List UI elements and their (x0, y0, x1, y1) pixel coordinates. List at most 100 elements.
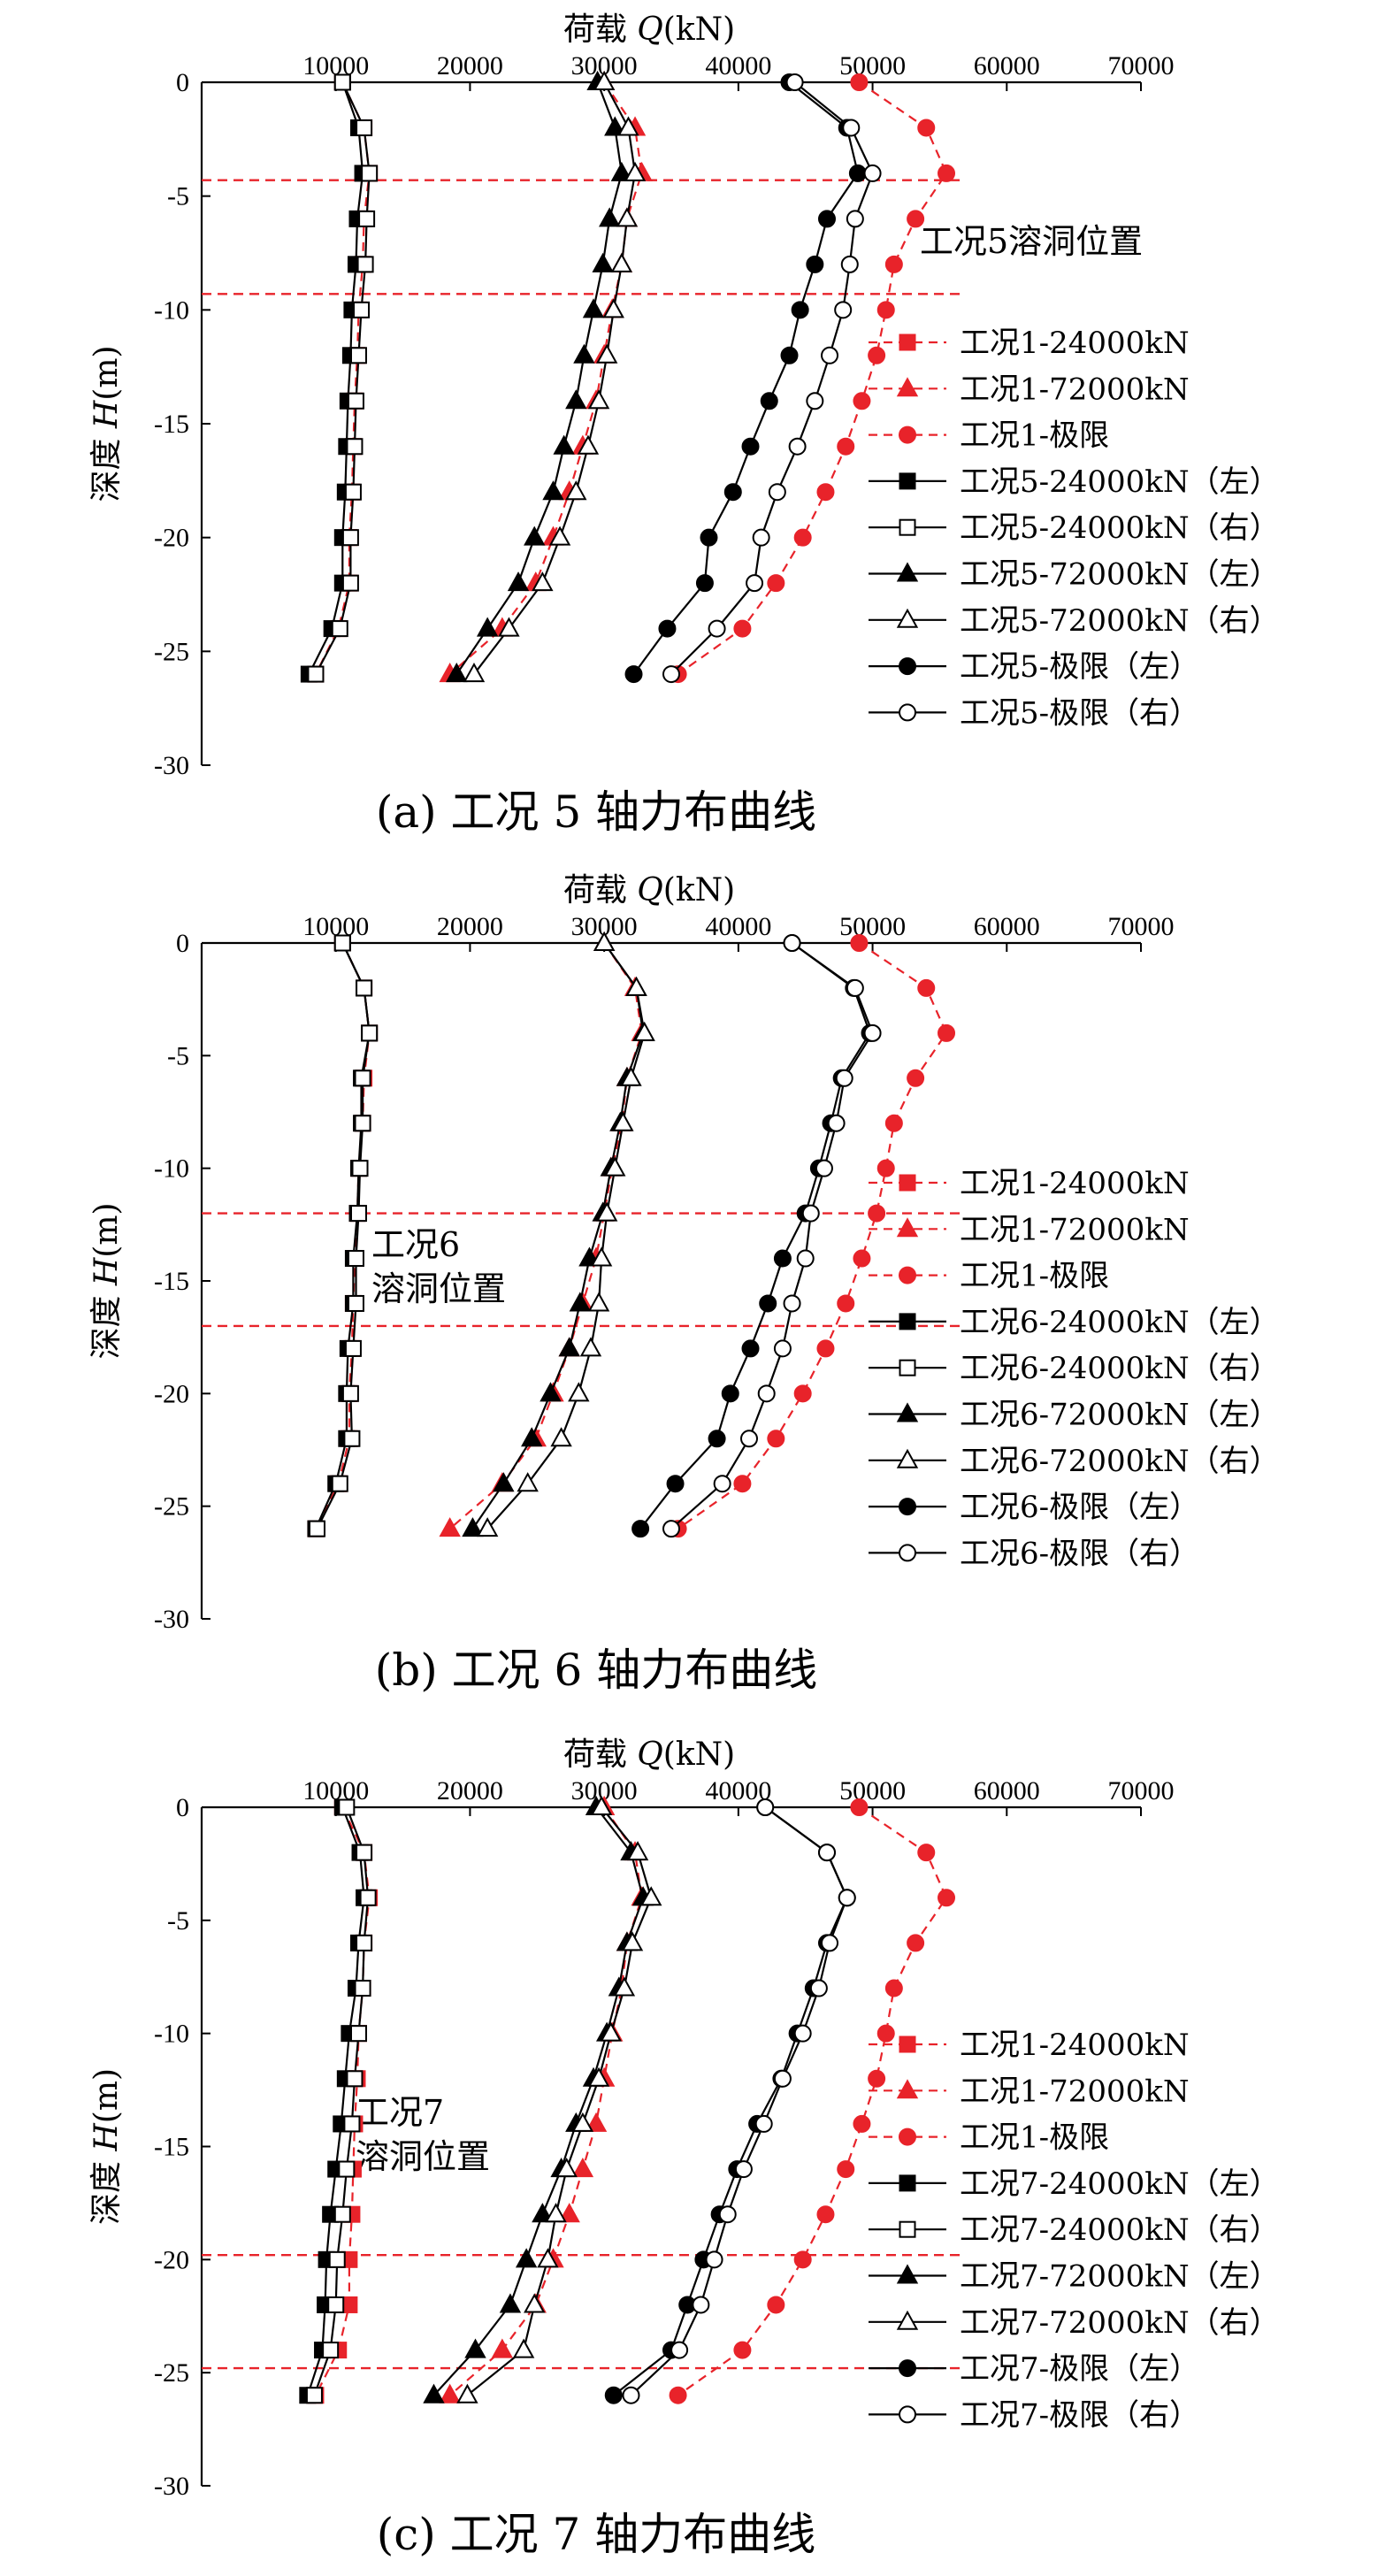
legend-label: 工况1-极限 (960, 2120, 1109, 2156)
data-point (532, 2203, 554, 2223)
legend-item: 工况6-72000kN（右） (869, 1444, 1280, 1479)
y-tick-label: 0 (176, 929, 189, 958)
y-axis-title-unit: (m) (88, 345, 125, 400)
y-axis-title: 深度 H(m) (88, 345, 125, 502)
legend-item: 工况7-极限（左） (869, 2351, 1199, 2387)
data-point (759, 1294, 777, 1313)
y-tick-label: -15 (154, 410, 189, 439)
data-point (876, 301, 895, 319)
data-point (785, 73, 804, 91)
data-point (307, 665, 325, 683)
legend-item: 工况5-极限（右） (869, 695, 1199, 731)
data-point (907, 1934, 925, 1952)
data-point (783, 934, 801, 952)
data-point (809, 1979, 828, 1997)
data-point (333, 73, 351, 91)
data-point (768, 483, 786, 502)
x-axis-title: 荷载 Q(kN) (563, 872, 735, 908)
data-point (917, 119, 936, 137)
legend-item: 工况5-24000kN（右） (869, 510, 1280, 546)
legend-swatch-marker (899, 2174, 916, 2192)
data-point (542, 480, 564, 501)
legend-item: 工况1-极限 (869, 1259, 1109, 1294)
legend-swatch-marker (899, 1313, 916, 1330)
series-2 (439, 931, 653, 1537)
data-point (524, 525, 546, 546)
data-point (876, 1159, 895, 1177)
data-point (322, 2342, 340, 2359)
data-point (493, 1472, 515, 1492)
legend-swatch-marker (896, 2310, 919, 2330)
data-point (356, 256, 374, 273)
y-tick-label: -5 (167, 1041, 189, 1070)
data-point (773, 2069, 792, 2088)
legend-item: 工况5-24000kN（左） (869, 464, 1280, 500)
x-tick-label: 50000 (839, 912, 906, 941)
data-point (806, 255, 824, 273)
legend-label: 工况7-极限（左） (960, 2351, 1199, 2387)
x-axis-title: 荷载 Q(kN) (563, 1736, 735, 1773)
legend-item: 工况7-24000kN（左） (869, 2166, 1280, 2202)
data-point (835, 1069, 853, 1087)
data-point (827, 1114, 846, 1132)
x-tick-label: 40000 (705, 912, 771, 941)
data-point (938, 1889, 956, 1907)
data-point (850, 934, 869, 952)
x-tick-label: 20000 (437, 912, 503, 941)
data-point (464, 2338, 486, 2358)
legend-label: 工况1-极限 (960, 1259, 1109, 1294)
legend-item: 工况1-24000kN (869, 326, 1190, 361)
data-point (305, 2387, 323, 2404)
series-7 (476, 931, 655, 1537)
series-9 (662, 73, 882, 684)
data-point (517, 1472, 539, 1492)
data-point (840, 255, 859, 273)
data-point (344, 483, 362, 501)
data-point (938, 164, 956, 182)
data-point (333, 2205, 351, 2223)
x-axis-title: 荷载 Q(kN) (563, 12, 735, 48)
data-point (521, 1427, 543, 1447)
data-point (558, 1337, 580, 1357)
legend-label: 工况5-极限（左） (960, 649, 1199, 685)
chart-panel-2: 10000 20000 30000 40000 50000 60000 700000-5-1… (88, 872, 1280, 1696)
data-point (338, 2160, 356, 2178)
legend-swatch-marker (896, 2264, 919, 2284)
legend-swatch-marker (899, 2036, 916, 2053)
y-axis-title: 深度 H(m) (88, 2068, 125, 2225)
series-2 (439, 1795, 653, 2404)
data-point (327, 2296, 345, 2313)
series-line (677, 1806, 948, 2396)
data-point (621, 1931, 644, 1951)
x-tick-label: 60000 (974, 1776, 1040, 1806)
data-point (816, 483, 835, 502)
legend-item: 工况6-极限（左） (869, 1490, 1199, 1525)
data-point (741, 1339, 760, 1358)
legend-label: 工况5-极限（右） (960, 695, 1199, 731)
data-point (821, 1934, 839, 1952)
data-point (341, 574, 359, 592)
legend-label: 工况7-24000kN（左） (960, 2166, 1280, 2202)
data-point (524, 2293, 546, 2313)
data-point (846, 210, 864, 228)
legend-swatch-marker (899, 1174, 916, 1192)
legend-item: 工况5-72000kN（左） (869, 557, 1280, 593)
data-point (568, 1382, 590, 1402)
data-point (587, 389, 610, 410)
legend-item: 工况6-24000kN（右） (869, 1351, 1280, 1386)
x-axis-title-prefix: 荷载 (563, 12, 637, 48)
data-point (616, 207, 639, 227)
legend-label: 工况6-极限（右） (960, 1536, 1199, 1571)
data-point (361, 165, 379, 182)
data-point (848, 164, 867, 182)
chart-panel-1: 10000 20000 30000 40000 50000 60000 700000-5-1… (88, 12, 1280, 838)
panel-caption: (a) 工况 5 轴力布曲线 (376, 786, 816, 838)
legend-swatch-marker (899, 2359, 916, 2378)
legend-swatch-marker (899, 1359, 916, 1376)
data-point (515, 2248, 538, 2268)
data-point (767, 574, 785, 593)
data-point (917, 978, 936, 997)
data-point (783, 1294, 801, 1313)
data-point (666, 1475, 685, 1493)
data-point (361, 1024, 379, 1042)
